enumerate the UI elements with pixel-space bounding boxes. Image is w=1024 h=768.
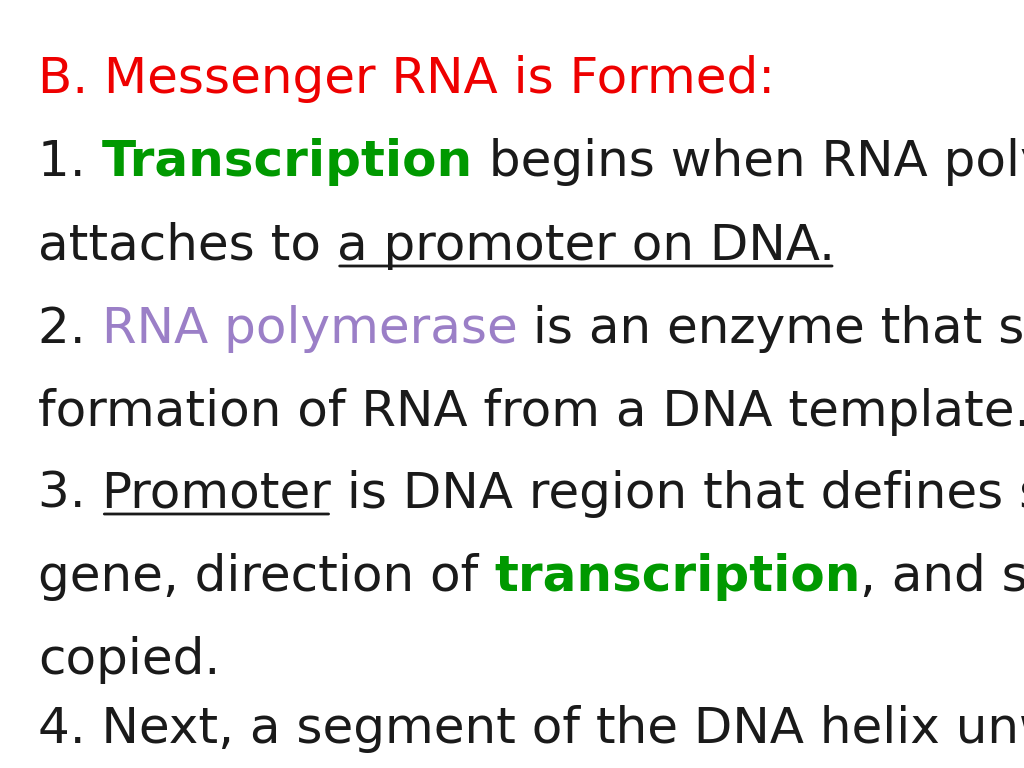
Text: a promoter on DNA.: a promoter on DNA. <box>337 222 835 270</box>
Text: Transcription: Transcription <box>101 138 473 186</box>
Text: Promoter: Promoter <box>101 470 332 518</box>
Text: RNA polymerase: RNA polymerase <box>101 305 517 353</box>
Text: gene, direction of: gene, direction of <box>38 553 495 601</box>
Text: 4. Next, a segment of the DNA helix unwinds: 4. Next, a segment of the DNA helix unwi… <box>38 705 1024 753</box>
Text: 1.: 1. <box>38 138 101 186</box>
Text: is DNA region that defines start of: is DNA region that defines start of <box>332 470 1024 518</box>
Text: 2.: 2. <box>38 305 101 353</box>
Text: attaches to: attaches to <box>38 222 337 270</box>
Text: , and strand: , and strand <box>860 553 1024 601</box>
Text: formation of RNA from a DNA template.: formation of RNA from a DNA template. <box>38 388 1024 436</box>
Text: is an enzyme that speeds: is an enzyme that speeds <box>517 305 1024 353</box>
Text: transcription: transcription <box>495 553 860 601</box>
Text: B. Messenger RNA is Formed:: B. Messenger RNA is Formed: <box>38 55 775 103</box>
Text: copied.: copied. <box>38 636 220 684</box>
Text: 3.: 3. <box>38 470 101 518</box>
Text: begins when RNA polymerase: begins when RNA polymerase <box>473 138 1024 186</box>
